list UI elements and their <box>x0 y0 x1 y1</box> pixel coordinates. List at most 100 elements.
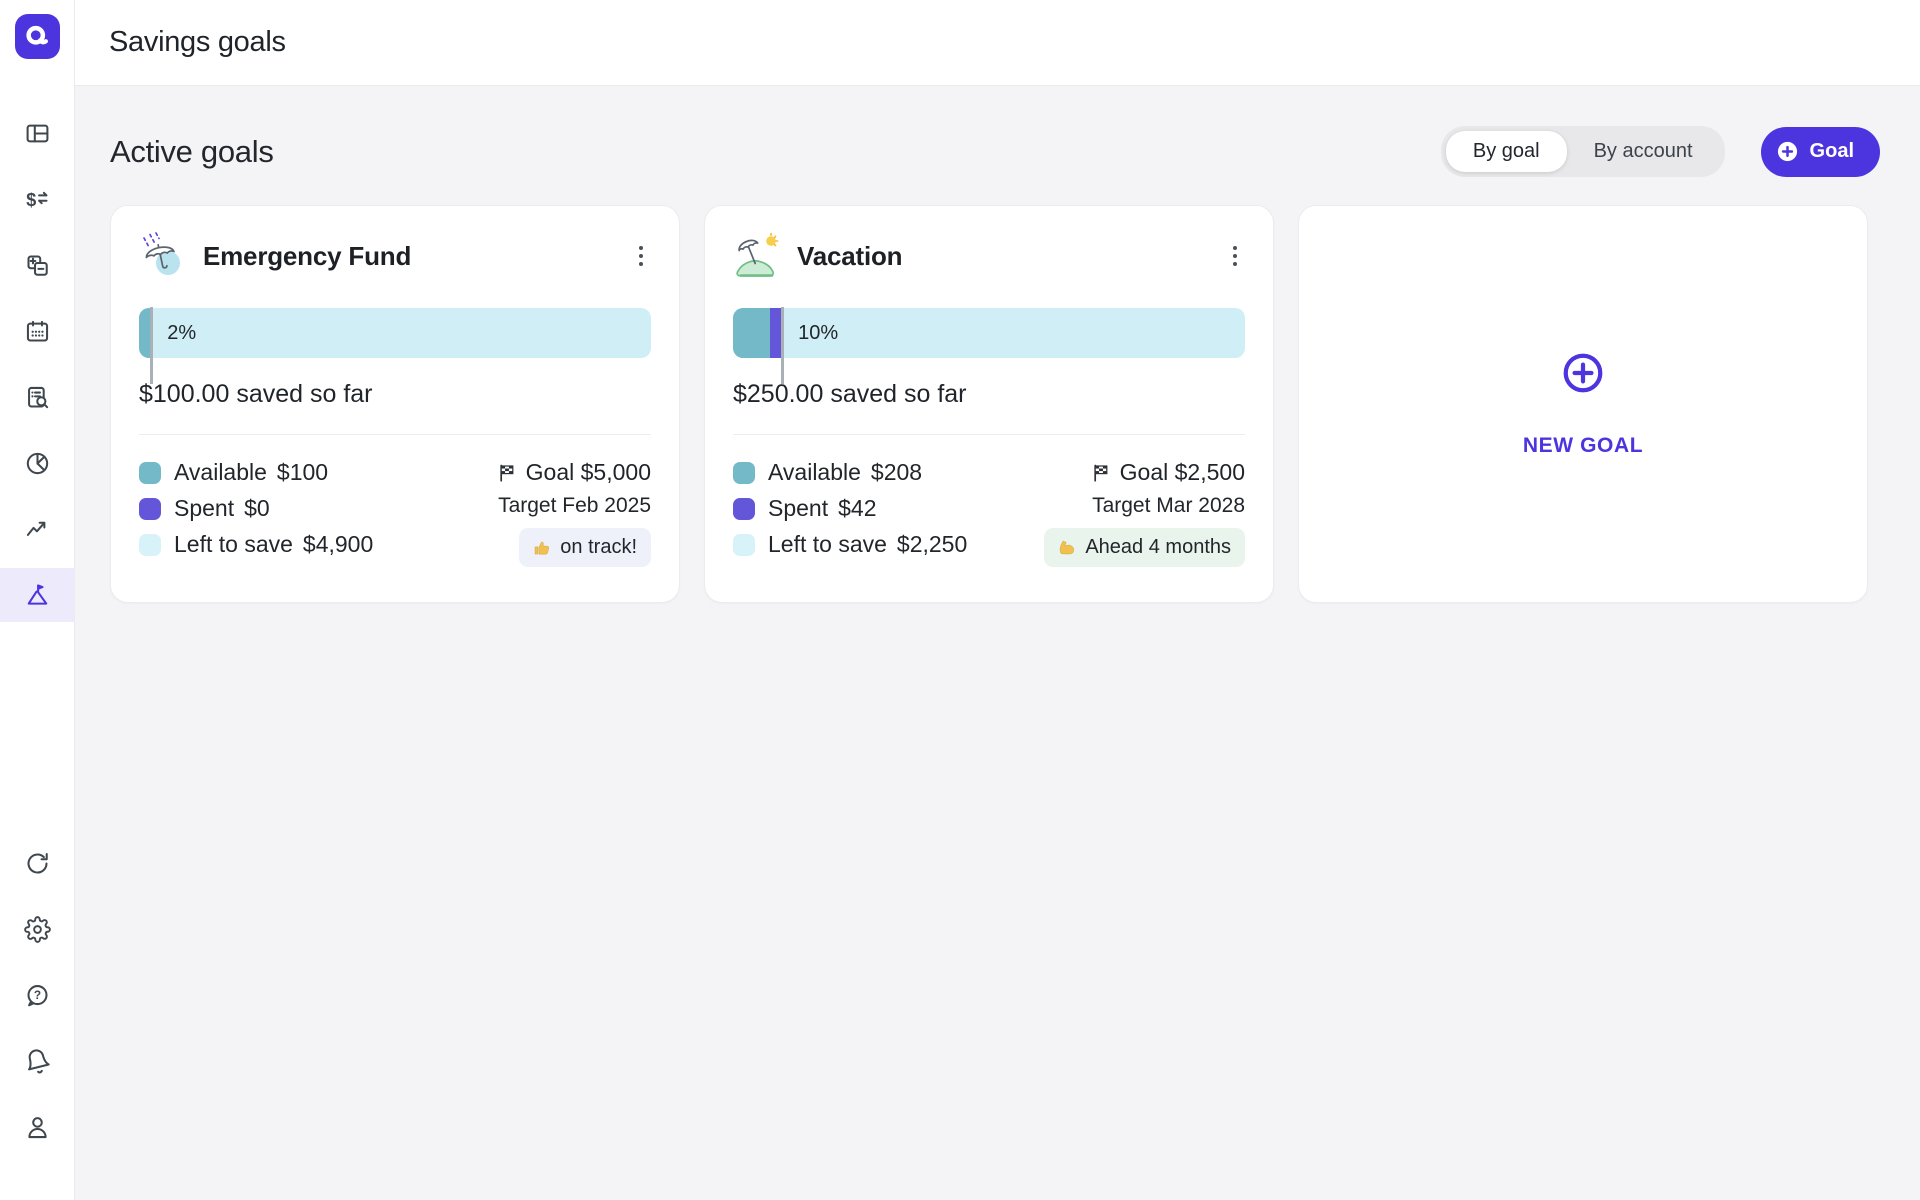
beach-vacation-icon <box>733 232 781 280</box>
report-search-icon <box>27 386 48 408</box>
goal-legend: Available $100 Spent $0 Left to save $4,900 <box>139 459 373 567</box>
legend-item-spent: Spent $0 <box>139 495 373 522</box>
status-badge-label: Ahead 4 months <box>1085 536 1231 558</box>
refresh-icon <box>27 852 48 873</box>
legend-label: Available <box>768 459 861 485</box>
saved-so-far-text: $100.00 saved so far <box>139 380 373 408</box>
plus-circle-icon <box>1777 141 1797 162</box>
page-title: Savings goals <box>109 26 286 58</box>
checkered-flag-icon <box>1094 464 1108 482</box>
section-title: Active goals <box>110 133 274 169</box>
toggle-by-account[interactable]: By account <box>1593 140 1693 162</box>
page-header: Savings goals <box>75 0 1920 86</box>
section-header-row: Active goals By goal By account Goal <box>110 126 1880 177</box>
sidebar-item-reports[interactable] <box>0 370 74 424</box>
card-divider <box>139 434 651 435</box>
progress-available-segment <box>139 308 151 358</box>
progress-percent-label: 2% <box>167 322 197 344</box>
goal-legend: Available $208 Spent $42 Left to save $2,25… <box>733 459 967 567</box>
qonto-logo-icon[interactable] <box>14 14 60 59</box>
status-badge: on track! <box>519 528 651 567</box>
legend-item-spent: Spent $42 <box>733 495 967 522</box>
notifications-bell-icon <box>27 1048 50 1073</box>
goal-card-vacation: Vacation 10% $250.00 saved so far <box>704 205 1274 603</box>
available-swatch <box>139 461 161 484</box>
flex-arm-icon <box>1060 540 1075 555</box>
svg-text:$: $ <box>26 190 36 210</box>
kebab-menu-icon[interactable] <box>1225 240 1246 273</box>
sidebar-item-goals[interactable] <box>0 568 74 622</box>
goal-target-date: Target Mar 2028 <box>1092 494 1245 517</box>
svg-text:?: ? <box>33 988 40 1002</box>
legend-label: Left to save <box>174 531 293 557</box>
pie-chart-icon <box>26 452 48 474</box>
sidebar: $ <box>0 0 75 1200</box>
progress-percent-label: 10% <box>798 322 839 344</box>
thumbs-up-icon <box>535 541 550 554</box>
umbrella-rain-icon <box>139 232 187 280</box>
sidebar-item-refresh[interactable] <box>0 836 74 890</box>
legend-value: $2,250 <box>896 531 968 557</box>
sidebar-nav: $ <box>0 106 74 634</box>
goal-progress-bar: 2% <box>139 307 651 384</box>
legend-value: $4,900 <box>302 531 374 557</box>
legend-item-left-to-save: Left to save $2,250 <box>733 531 967 558</box>
legend-label: Left to save <box>768 531 887 557</box>
help-icon: ? <box>26 984 48 1006</box>
main-content: Active goals By goal By account Goal <box>75 86 1920 1200</box>
cashflow-transfer-icon: $ <box>26 190 48 210</box>
content-area: Savings goals Active goals By goal By ac… <box>75 0 1920 1200</box>
goal-cards-row: Emergency Fund 2% $100.00 saved so far <box>110 205 1880 603</box>
sidebar-item-analytics[interactable] <box>0 436 74 490</box>
saved-so-far-text: $250.00 saved so far <box>733 380 967 408</box>
goal-card-emergency-fund: Emergency Fund 2% $100.00 saved so far <box>110 205 680 603</box>
new-goal-card[interactable]: NEW GOAL <box>1298 205 1868 603</box>
sidebar-item-profile[interactable] <box>0 1100 74 1154</box>
goal-amount-label: Goal $2,500 <box>1119 459 1245 485</box>
goals-mountain-flag-icon <box>27 583 47 605</box>
legend-label: Spent <box>174 495 235 521</box>
accounts-plus-minus-icon <box>26 254 48 276</box>
trends-icon <box>26 521 45 536</box>
progress-available-segment <box>733 308 771 358</box>
view-toggle: By goal By account <box>1440 126 1725 177</box>
kebab-menu-icon[interactable] <box>631 240 652 273</box>
legend-item-left-to-save: Left to save $4,900 <box>139 531 373 558</box>
legend-item-available: Available $208 <box>733 459 967 486</box>
left-to-save-swatch <box>139 533 161 556</box>
sidebar-item-dashboard[interactable] <box>0 106 74 160</box>
goal-meta: Goal $2,500 Target Mar 2028 Ahead 4 mont… <box>1044 459 1245 567</box>
plus-circle-outline-icon <box>1560 350 1606 396</box>
toggle-by-goal[interactable]: By goal <box>1445 131 1567 172</box>
legend-label: Available <box>174 459 267 485</box>
add-goal-button[interactable]: Goal <box>1760 126 1880 177</box>
profile-icon <box>27 1116 47 1138</box>
legend-value: $42 <box>838 495 877 521</box>
sidebar-item-trends[interactable] <box>0 502 74 556</box>
sidebar-item-help[interactable]: ? <box>0 968 74 1022</box>
goal-target-date: Target Feb 2025 <box>498 494 651 517</box>
spent-swatch <box>139 497 161 520</box>
legend-item-available: Available $100 <box>139 459 373 486</box>
legend-value: $208 <box>870 459 923 485</box>
progress-spent-segment <box>770 308 782 358</box>
sidebar-item-notifications[interactable] <box>0 1034 74 1088</box>
card-divider <box>733 434 1245 435</box>
dashboard-icon <box>26 124 48 142</box>
legend-value: $100 <box>276 459 329 485</box>
add-goal-button-label: Goal <box>1809 140 1854 162</box>
available-swatch <box>733 461 755 484</box>
legend-value: $0 <box>244 495 270 521</box>
goal-meta: Goal $5,000 Target Feb 2025 on track! <box>497 459 651 567</box>
sidebar-item-calendar[interactable] <box>0 304 74 358</box>
status-badge: Ahead 4 months <box>1044 528 1245 567</box>
progress-target-marker <box>150 307 153 384</box>
new-goal-label: NEW GOAL <box>1522 434 1644 457</box>
sidebar-item-cashflow[interactable]: $ <box>0 172 74 226</box>
sidebar-item-accounts[interactable] <box>0 238 74 292</box>
legend-label: Spent <box>768 495 829 521</box>
sidebar-item-settings[interactable] <box>0 902 74 956</box>
goal-amount-label: Goal $5,000 <box>525 459 651 485</box>
calendar-icon <box>26 320 48 342</box>
